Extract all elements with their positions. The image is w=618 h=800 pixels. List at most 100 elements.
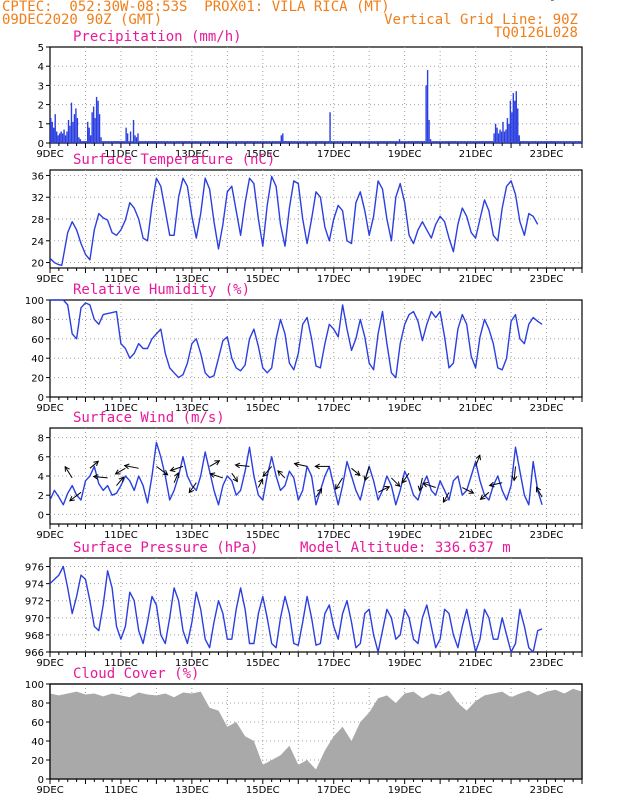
precip-bar [444,141,447,143]
precip-bar [160,141,163,143]
precip-bar [274,141,277,143]
precip-bar [66,131,68,143]
precip-bar [522,141,525,143]
temp-date-label: 11DEC [104,274,138,285]
precip-bar [407,141,410,143]
precip-bar [401,141,404,143]
precip-bar [169,141,172,143]
precip-bar [574,141,577,143]
precip-bar [214,141,216,143]
precip-bar [227,141,229,143]
precip-bar [146,141,148,143]
precip-bar [392,141,395,143]
wind-arrow-head [64,465,70,472]
precip-bar [420,141,423,143]
wind-arrow-head [68,495,75,502]
precip-bar [115,141,117,143]
precip-bar [389,141,392,143]
wind-arrow [391,477,401,487]
precip-bar [481,141,483,143]
precip-bar [63,129,65,143]
precip-bar [344,141,346,143]
wind-arrow [480,491,490,500]
precip-bar [277,141,280,143]
temp-date-label: 9DEC [36,274,63,285]
wind-arrow [115,467,126,475]
rh-ytick-label: 80 [31,315,44,326]
wind-arrow-head [92,474,99,480]
wind-arrow-head [488,481,495,488]
precip-bar [212,141,215,143]
precip-bar [171,141,173,143]
precip-bar [494,123,497,143]
precip-bar [84,141,86,143]
precip-bar [112,141,114,143]
precip-bar [177,141,179,143]
precip-bar [372,141,374,143]
precip-bar [573,141,575,143]
precip-bar [104,141,107,143]
precip-bar [428,119,430,143]
wind-arrow-head [114,469,121,475]
precip-bar [546,141,549,143]
cloud-area [50,688,582,779]
precip-bar [240,141,243,143]
precip-bar [50,118,52,143]
wind-arrow-head [262,471,269,477]
precip-bar [222,141,225,143]
precip-bar [364,141,367,143]
rh-series-line [50,299,543,379]
precip-bar [187,141,189,143]
wind-arrow [442,492,450,503]
precip-ytick-label: 3 [38,81,44,92]
precip-bar [435,141,438,143]
precip-bar [196,141,198,143]
precip-bar [457,141,460,143]
precip-bar [200,141,203,143]
precip-bar [488,141,491,143]
precip-bar [339,141,342,143]
precip-bar [437,141,439,143]
precip-bar [178,141,181,143]
precip-bar [78,137,80,143]
wind-date-label: 13DEC [175,530,209,541]
precip-bar [487,141,489,143]
precip-bar [72,121,74,143]
precip-bar [252,141,254,143]
wind-arrow-head [118,476,125,483]
precip-bar [233,141,235,143]
precip-bar [459,141,461,143]
precip-bar [450,141,452,143]
wind-arrow [377,486,390,493]
rh-ytick-label: 60 [31,335,44,346]
precip-bar [154,141,157,143]
precip-bar [262,141,265,143]
precip-bar [168,141,170,143]
wind-arrow-head [316,487,323,494]
precip-bar [406,141,408,143]
precip-bar [446,141,448,143]
precip-bar [166,141,169,143]
precip-bar [101,141,104,143]
wind-arrow [513,466,516,481]
precip-bar [378,141,380,143]
temp-date-label: 19DEC [388,274,422,285]
pres-date-label: 11DEC [104,658,138,669]
precip-ytick-label: 0 [38,139,44,150]
precip-bar [475,141,478,143]
precip-bar [500,131,503,143]
precip-bar [89,135,92,143]
precip-bar [338,141,340,143]
precip-bar [335,141,337,143]
precip-bar [384,141,386,143]
precip-bar [94,118,96,143]
precip-bar [129,131,132,143]
temp-ytick-label: 20 [31,259,44,270]
precip-bar [119,141,121,143]
precip-bar [271,141,274,143]
precip-bar [54,114,56,143]
rh-date-label: 9DEC [36,403,63,414]
precip-bar [287,141,290,143]
precip-bar [91,112,93,143]
precip-bar [394,141,396,143]
